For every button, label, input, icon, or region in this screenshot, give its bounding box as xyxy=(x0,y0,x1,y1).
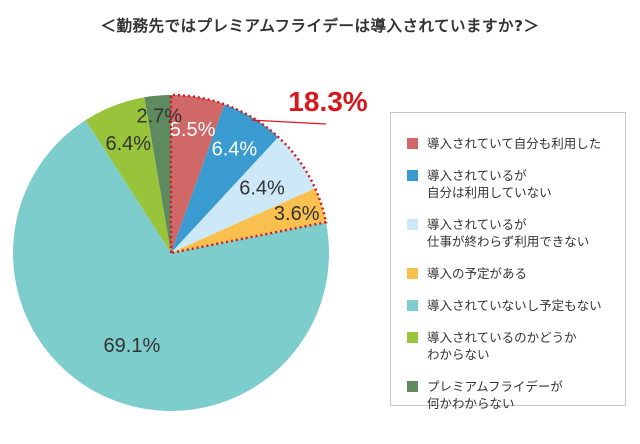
legend-item: 導入されているが 自分は利用していない xyxy=(407,167,625,201)
legend-label: 導入されていないし予定もない xyxy=(427,298,602,313)
legend-label: プレミアムフライデーが 何かわからない xyxy=(427,379,563,411)
chart-title: ＜勤務先ではプレミアムフライデーは導入されていますか?＞ xyxy=(100,17,540,35)
pie-slice xyxy=(171,188,326,253)
legend-swatch xyxy=(407,300,418,311)
pie-slice xyxy=(12,120,329,411)
legend-swatch xyxy=(407,170,418,181)
legend-label: 導入されているが 仕事が終わらず利用できない xyxy=(427,217,590,249)
legend-swatch xyxy=(407,268,418,279)
slice-value-label: 6.4% xyxy=(239,178,285,200)
legend: 導入されていて自分も利用した 導入されているが 自分は利用していない 導入されている… xyxy=(390,112,626,411)
legend-label: 導入されているのかどうか わからない xyxy=(427,330,577,362)
pie-slice xyxy=(85,97,171,253)
slice-value-label: 6.4% xyxy=(106,133,152,155)
legend-item: 導入の予定がある xyxy=(407,265,625,282)
legend-swatch xyxy=(407,381,418,392)
highlight-total-label: 18.3% xyxy=(288,86,367,117)
highlight-outline xyxy=(169,93,328,255)
pie-slice xyxy=(171,104,279,253)
pie-slice xyxy=(144,95,171,253)
legend-swatch xyxy=(407,219,418,230)
legend-item: 導入されていないし予定もない xyxy=(407,297,625,314)
legend-item: プレミアムフライデーが 何かわからない xyxy=(407,378,625,412)
legend-label: 導入されているが 自分は利用していない xyxy=(427,168,552,200)
legend-item: 導入されていて自分も利用した xyxy=(407,135,625,152)
slice-value-label: 6.4% xyxy=(212,139,258,161)
slice-value-label: 69.1% xyxy=(104,335,161,357)
slice-value-label: 2.7% xyxy=(137,106,183,128)
legend-label: 導入の予定がある xyxy=(427,266,528,281)
legend-swatch xyxy=(407,138,418,149)
pie-slice xyxy=(171,95,225,253)
slice-value-label: 5.5% xyxy=(170,119,216,141)
legend-swatch xyxy=(407,332,418,343)
slice-value-label: 3.6% xyxy=(274,203,320,225)
pie-slice xyxy=(171,137,316,253)
legend-item: 導入されているのかどうか わからない xyxy=(407,329,625,363)
legend-item: 導入されているが 仕事が終わらず利用できない xyxy=(407,216,625,250)
highlight-leader-line xyxy=(251,119,327,125)
legend-label: 導入されていて自分も利用した xyxy=(427,136,602,151)
